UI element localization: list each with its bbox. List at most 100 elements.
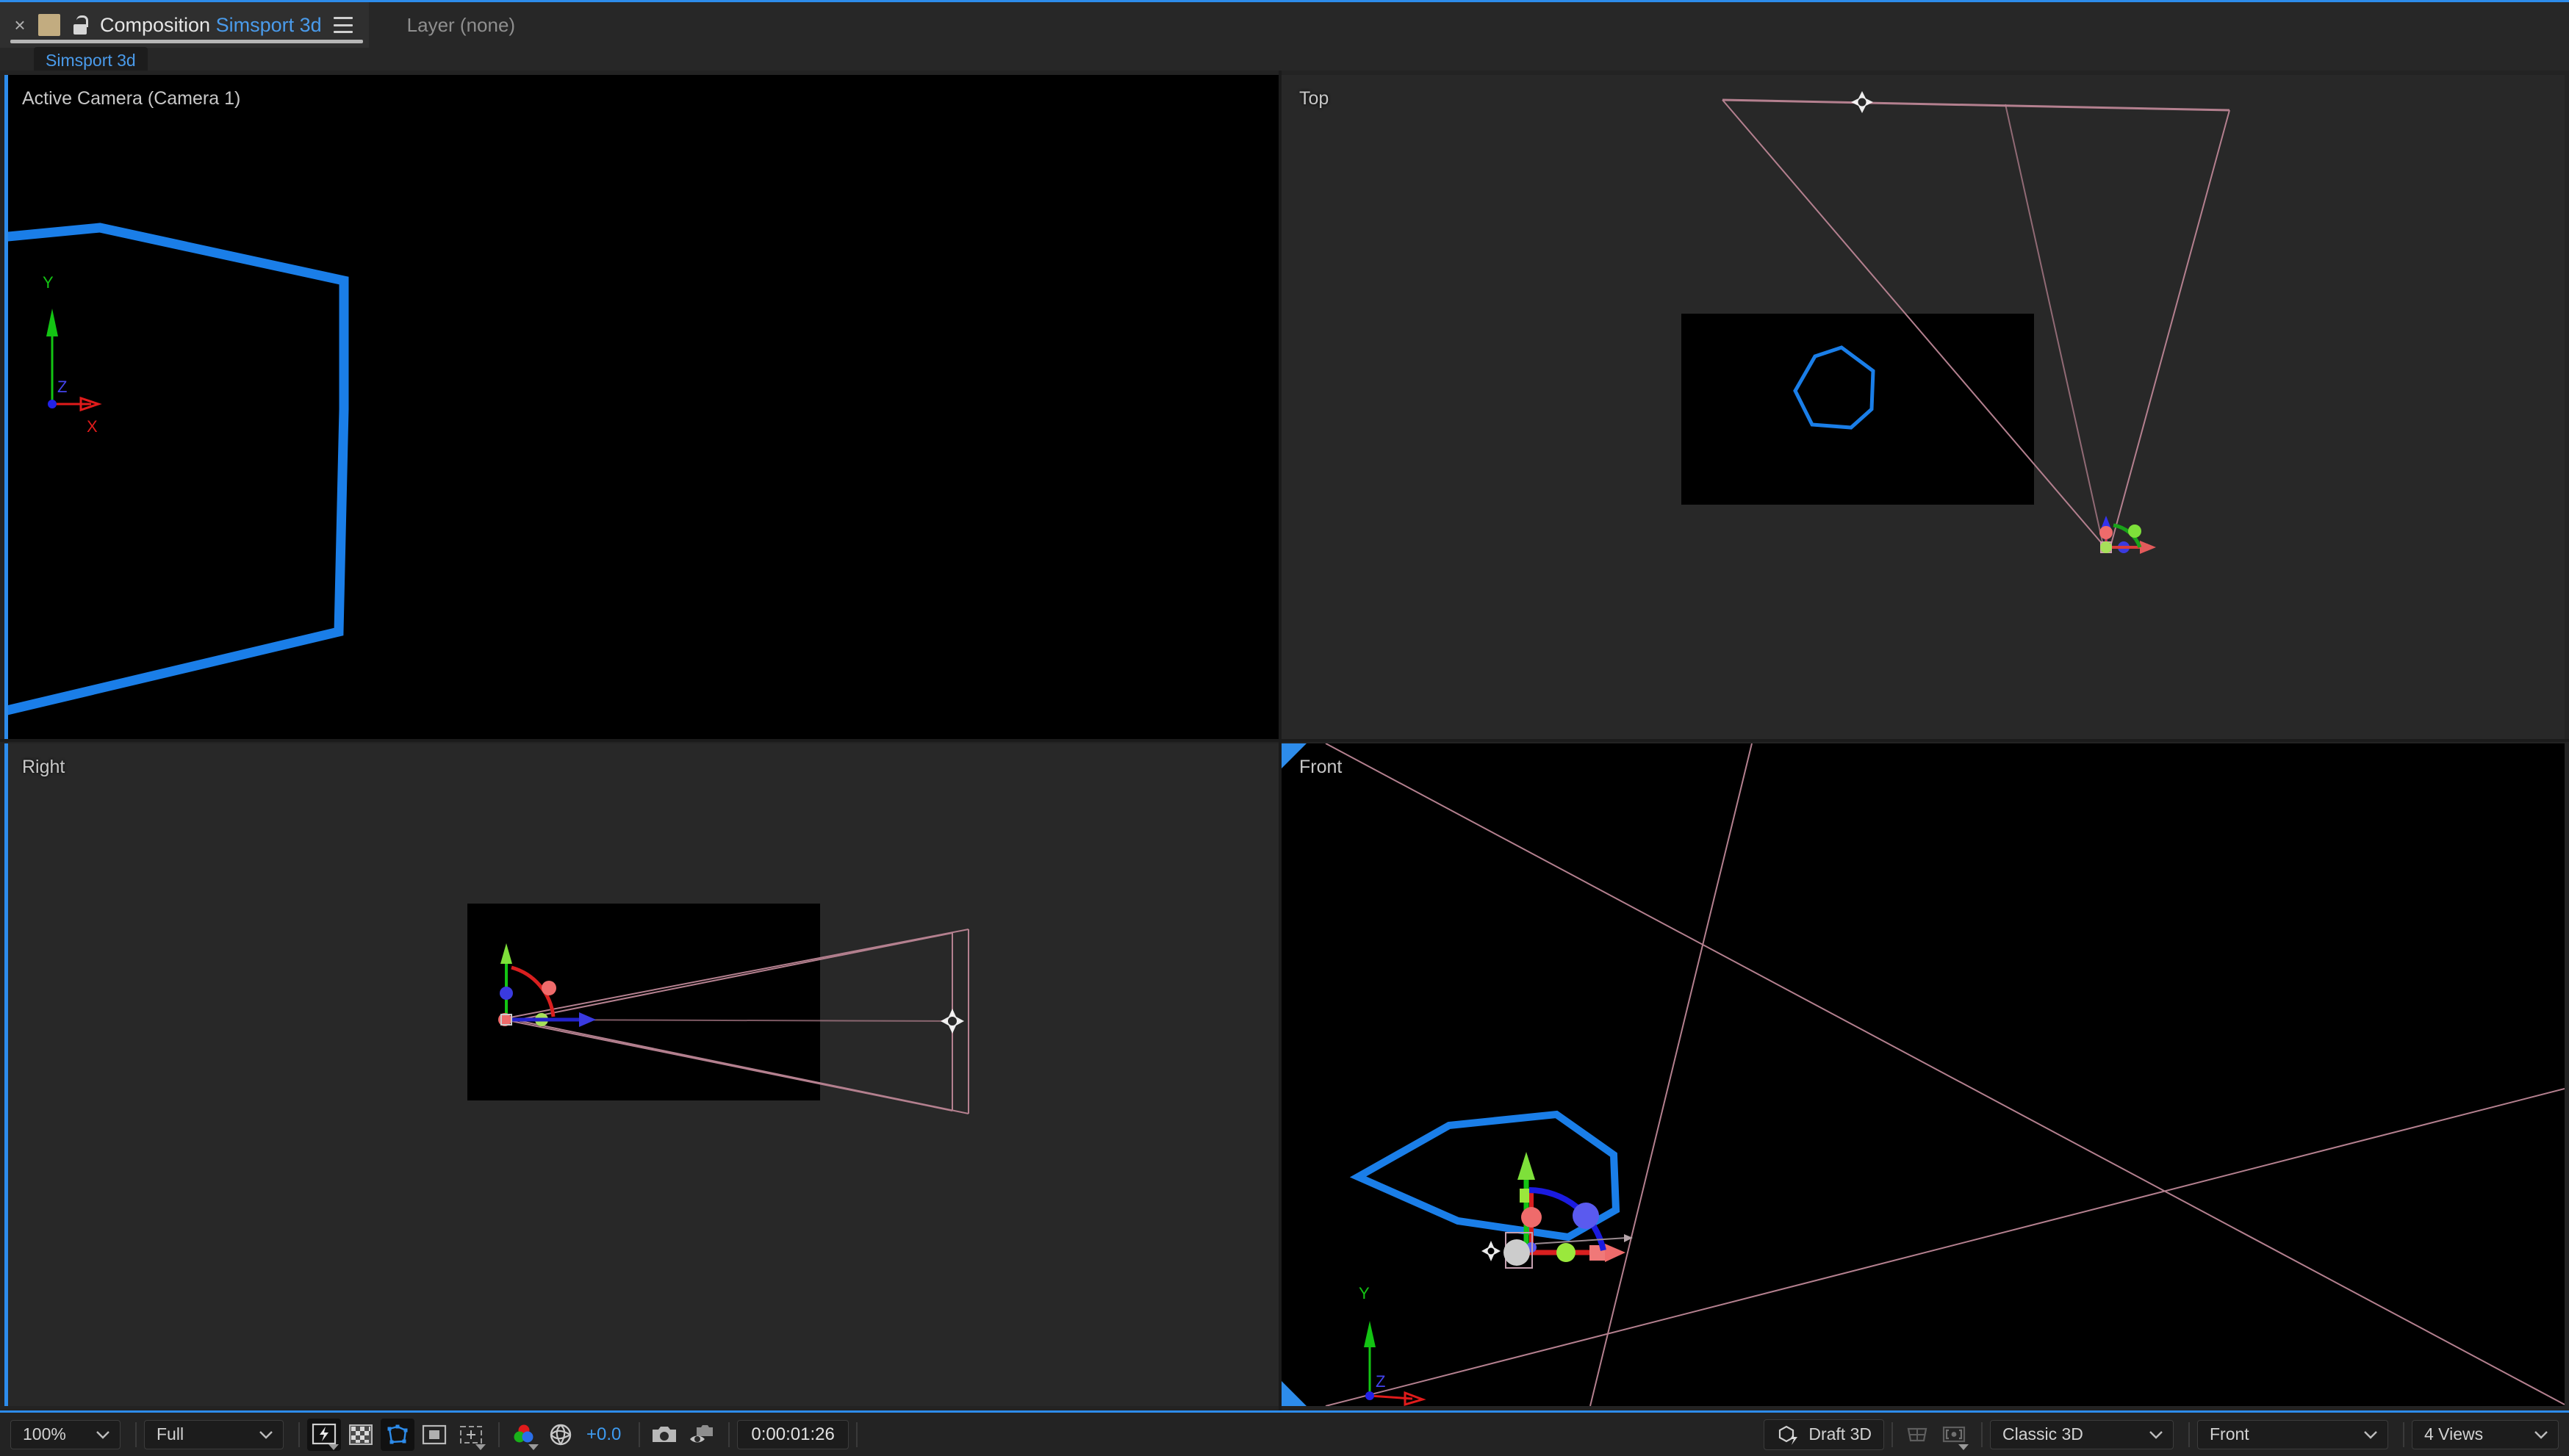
viewport-divider-horizontal[interactable] xyxy=(0,739,2569,742)
magnification-dropdown[interactable]: 100% xyxy=(10,1419,121,1449)
viewport-top-canvas[interactable] xyxy=(1282,75,2565,739)
tab-strip: × Composition Simsport 3d Layer (none) xyxy=(0,2,515,48)
chevron-down-icon xyxy=(96,1430,109,1439)
renderer-value: Classic 3D xyxy=(2002,1424,2083,1444)
close-icon[interactable]: × xyxy=(14,14,26,36)
comp-bounds xyxy=(1681,314,2034,505)
show-snapshot-icon[interactable] xyxy=(684,1419,718,1451)
toolbar-divider xyxy=(728,1421,730,1447)
chevron-down-icon xyxy=(2364,1430,2377,1439)
shape-layer-outline xyxy=(1793,345,1875,430)
viewport-active-indicator-bar-right xyxy=(4,743,8,1406)
toolbar-divider xyxy=(2188,1421,2190,1447)
viewport-front[interactable]: Y Z X Front xyxy=(1282,743,2565,1406)
axis-gizmo: Y Z X xyxy=(1359,1284,1426,1406)
chevron-down-icon xyxy=(2534,1430,2548,1439)
rotation-arc[interactable] xyxy=(511,965,556,1017)
viewport-front-canvas[interactable]: Y Z X xyxy=(1282,743,2565,1406)
axis-label-z: Z xyxy=(57,378,67,396)
axis-label-z: Z xyxy=(1376,1372,1385,1391)
camera-frustum xyxy=(1722,98,2230,547)
region-of-interest-icon[interactable] xyxy=(417,1419,451,1451)
transparency-grid-icon[interactable] xyxy=(344,1419,378,1451)
panel-header: × Composition Simsport 3d Layer (none) S… xyxy=(0,0,2569,74)
toolbar-divider xyxy=(135,1421,137,1447)
breadcrumb-item-comp[interactable]: Simsport 3d xyxy=(34,46,148,74)
chevron-down-icon xyxy=(259,1430,273,1439)
viewport-active-indicator-bar xyxy=(4,75,8,739)
chevron-down-icon xyxy=(2149,1430,2163,1439)
toolbar-divider xyxy=(1981,1421,1983,1447)
comp-background xyxy=(8,75,1279,739)
shape-layer-outline xyxy=(4,223,349,716)
camera-bracket-icon[interactable] xyxy=(1937,1419,1971,1451)
fast-previews-icon[interactable] xyxy=(307,1418,341,1451)
lock-icon[interactable] xyxy=(72,15,88,35)
comp-bounds xyxy=(467,904,820,1100)
view-layout-camera-dropdown[interactable]: Front xyxy=(2197,1419,2388,1449)
toggle-masks-icon[interactable] xyxy=(381,1418,414,1451)
comp-color-swatch xyxy=(38,14,60,36)
views-value: 4 Views xyxy=(2424,1424,2484,1444)
right-scene xyxy=(467,904,969,1114)
point-of-interest-icon[interactable] xyxy=(941,1009,964,1034)
axis-label-y: Y xyxy=(43,273,54,292)
view-camera-value: Front xyxy=(2210,1424,2249,1444)
active-viewport-corner-bl xyxy=(1282,1381,1307,1406)
toolbar-divider xyxy=(855,1421,858,1447)
anchor-point-icon[interactable] xyxy=(1481,1241,1501,1261)
panel-menu-icon[interactable] xyxy=(333,17,353,33)
toolbar-divider xyxy=(498,1421,500,1447)
tab-title: Composition Simsport 3d xyxy=(100,14,322,37)
viewport-active-camera[interactable]: Y Z X Active Camera (Camera 1) xyxy=(4,75,1279,739)
toolbar-divider xyxy=(2403,1421,2404,1447)
timecode-value: 0:00:01:26 xyxy=(751,1424,835,1444)
resolution-dropdown[interactable]: Full xyxy=(144,1419,284,1449)
views-layout-dropdown[interactable]: 4 Views xyxy=(2412,1419,2559,1449)
top-scene xyxy=(1681,91,2230,554)
exposure-aperture-icon[interactable] xyxy=(544,1419,578,1451)
tab-title-static: Composition xyxy=(100,13,211,36)
active-camera-scene: Y Z X xyxy=(4,223,349,716)
caret-down-icon xyxy=(328,1444,339,1450)
transform-gizmo[interactable] xyxy=(2099,516,2156,554)
toolbar-divider xyxy=(298,1421,300,1447)
channels-rgb-icon[interactable] xyxy=(507,1419,541,1451)
current-time-field[interactable]: 0:00:01:26 xyxy=(737,1419,849,1449)
renderer-dropdown[interactable]: Classic 3D xyxy=(1990,1419,2174,1449)
draft-3d-label: Draft 3D xyxy=(1808,1424,1872,1444)
composition-toolbar: 100% Full xyxy=(0,1410,2569,1456)
draft-3d-button[interactable]: Draft 3D xyxy=(1764,1419,1884,1450)
exposure-value[interactable]: +0.0 xyxy=(586,1424,622,1444)
axis-label-x: X xyxy=(87,417,98,436)
viewport-right[interactable]: Right xyxy=(4,743,1279,1406)
axis-gizmo: Y Z X xyxy=(43,273,102,436)
viewport-active-camera-canvas[interactable]: Y Z X xyxy=(4,75,1279,739)
grid-guides-icon[interactable] xyxy=(1900,1419,1934,1451)
resolution-value: Full xyxy=(157,1424,184,1444)
toolbar-divider xyxy=(1891,1421,1893,1447)
draft-3d-icon xyxy=(1779,1425,1798,1445)
front-scene: Y Z X xyxy=(1325,743,2565,1406)
viewport-right-canvas[interactable] xyxy=(4,743,1279,1406)
take-snapshot-icon[interactable] xyxy=(647,1419,681,1451)
point-of-interest-icon[interactable] xyxy=(1851,91,1873,113)
caret-down-icon xyxy=(1958,1444,1969,1450)
transform-gizmo[interactable] xyxy=(1503,1152,1633,1269)
camera-frustum xyxy=(1325,743,2565,1406)
transform-gizmo[interactable] xyxy=(498,943,596,1027)
viewport-top[interactable]: Top xyxy=(1282,75,2565,739)
magnification-value: 100% xyxy=(23,1424,66,1444)
shape-layer-outline xyxy=(1349,1110,1620,1241)
active-viewport-corner-tl xyxy=(1282,743,1307,768)
axis-label-y: Y xyxy=(1359,1284,1370,1302)
viewport-grid: Y Z X Active Camera (Camera 1) xyxy=(0,71,2569,1410)
tab-comp-name: Simsport 3d xyxy=(215,13,322,36)
breadcrumb: Simsport 3d xyxy=(0,46,148,74)
layer-tab-label[interactable]: Layer (none) xyxy=(406,13,516,36)
tab-composition[interactable]: × Composition Simsport 3d xyxy=(0,2,369,48)
toolbar-divider xyxy=(639,1421,641,1447)
title-action-safe-icon[interactable] xyxy=(454,1419,488,1451)
caret-down-icon xyxy=(475,1444,486,1450)
